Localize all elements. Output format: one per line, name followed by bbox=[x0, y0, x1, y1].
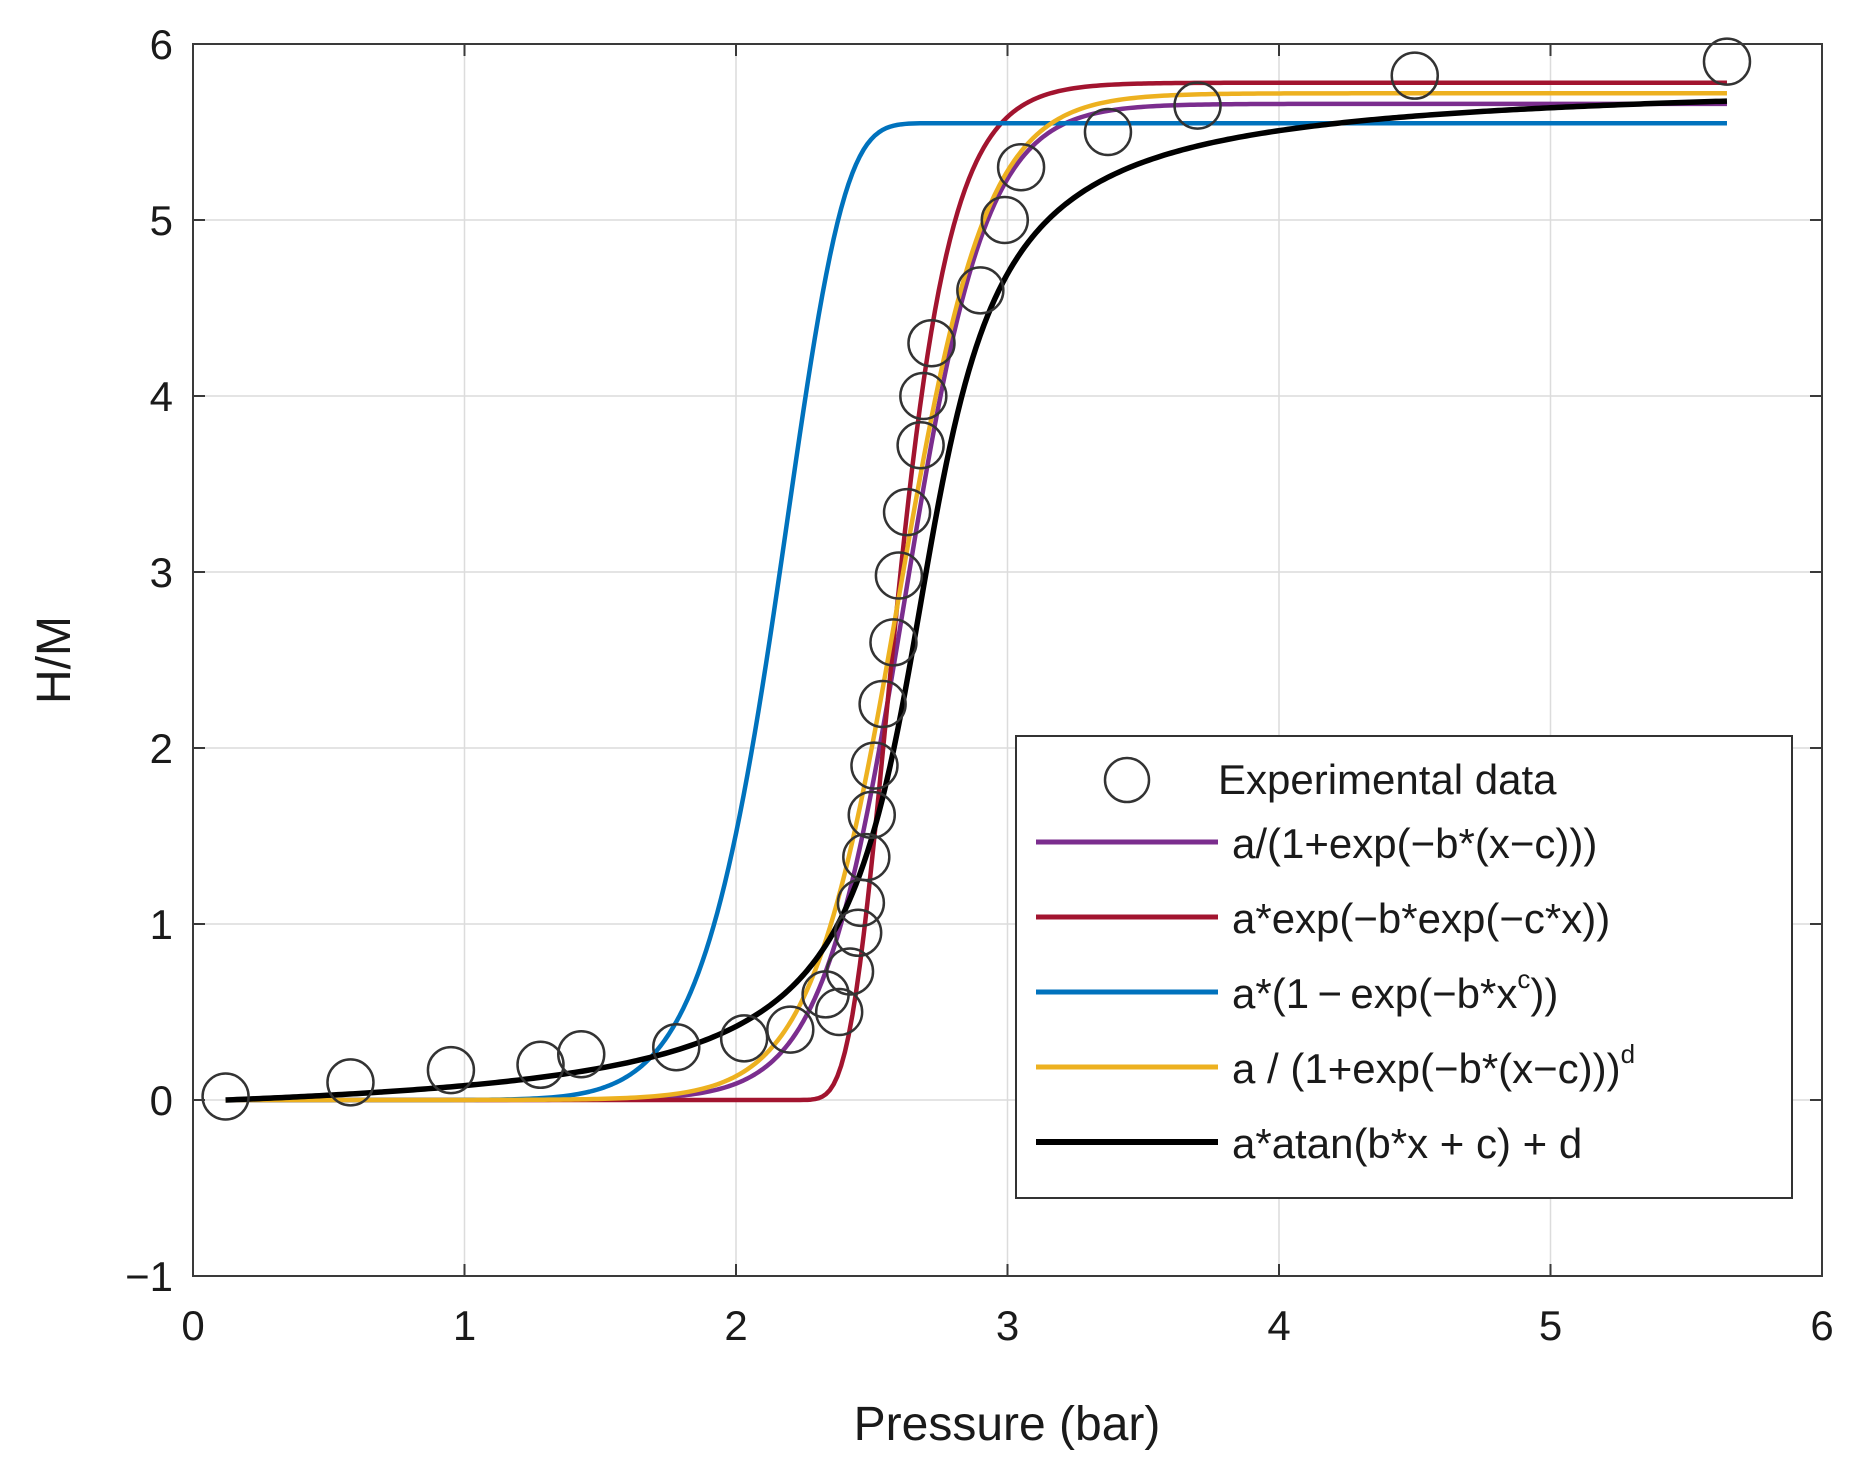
data-point bbox=[874, 551, 924, 600]
legend-marker-experimental bbox=[1103, 756, 1151, 804]
legend-text-part: a*atan(b*x + c) + d bbox=[1232, 1120, 1582, 1167]
x-tick-label: 6 bbox=[1810, 1302, 1833, 1349]
legend-series-entries: a/(1+exp(−b*(x−c))) a*exp(−b*exp(−c*x)) a*… bbox=[1036, 820, 1635, 1167]
legend-text-part: a / (1+exp(−b*(x−c))) bbox=[1232, 1045, 1621, 1092]
data-point bbox=[847, 790, 896, 840]
experimental-markers bbox=[201, 37, 1752, 1121]
data-point bbox=[842, 832, 891, 882]
y-tick-label: 2 bbox=[150, 725, 173, 772]
data-point bbox=[850, 741, 899, 790]
data-point bbox=[1390, 51, 1439, 100]
legend-superscript: c bbox=[1517, 964, 1530, 994]
data-point bbox=[882, 487, 932, 537]
data-point bbox=[996, 142, 1046, 192]
y-tick-label: 0 bbox=[150, 1077, 173, 1124]
data-point bbox=[833, 908, 883, 958]
data-point bbox=[201, 1072, 250, 1121]
data-point bbox=[719, 1014, 769, 1063]
legend-label-arctan: a*atan(b*x + c) + d bbox=[1232, 1120, 1582, 1167]
data-point bbox=[556, 1029, 606, 1079]
x-tick-label: 5 bbox=[1539, 1302, 1562, 1349]
legend-label-weibull: a*(1 − exp(−b*xc)) bbox=[1232, 964, 1558, 1017]
legend-text-part: a*exp(−b*exp(−c*x)) bbox=[1232, 895, 1610, 942]
y-tick-label: 3 bbox=[150, 549, 173, 596]
legend-box bbox=[1015, 735, 1793, 1199]
x-tick-label: 3 bbox=[996, 1302, 1019, 1349]
x-tick-label: 0 bbox=[181, 1302, 204, 1349]
data-point bbox=[516, 1040, 565, 1090]
data-point bbox=[814, 987, 864, 1037]
data-point bbox=[1702, 37, 1752, 86]
data-point bbox=[1083, 107, 1133, 157]
y-tick-label: 1 bbox=[150, 901, 173, 948]
data-point bbox=[869, 618, 918, 667]
x-tick-label: 2 bbox=[724, 1302, 747, 1349]
y-axis-label: H/M bbox=[28, 616, 81, 704]
data-point bbox=[326, 1058, 375, 1107]
legend-label-gompertz: a*exp(−b*exp(−c*x)) bbox=[1232, 895, 1610, 942]
y-tick-label: 5 bbox=[150, 197, 173, 244]
legend: Experimental data a/(1+exp(−b*(x−c))) a*e… bbox=[1015, 735, 1793, 1199]
y-tick-label: 6 bbox=[150, 21, 173, 68]
data-point bbox=[899, 371, 948, 421]
data-point bbox=[652, 1022, 701, 1072]
y-tick-labels: −1 0 1 2 3 4 5 6 bbox=[125, 21, 1822, 1300]
legend-label-logistic: a/(1+exp(−b*(x−c))) bbox=[1232, 820, 1597, 867]
y-tick-label: 4 bbox=[150, 373, 173, 420]
fit-curves bbox=[225, 80, 1728, 1103]
x-tick-label: 1 bbox=[453, 1302, 476, 1349]
data-point bbox=[766, 1005, 815, 1054]
data-point bbox=[980, 195, 1030, 245]
legend-text-part: )) bbox=[1530, 970, 1558, 1017]
legend-label-experimental: Experimental data bbox=[1218, 756, 1557, 803]
x-tick-label: 4 bbox=[1267, 1302, 1290, 1349]
x-tick-labels: 0 1 2 3 4 5 6 bbox=[181, 44, 1834, 1349]
fit-curve-arctan bbox=[225, 98, 1728, 1103]
y-tick-label: −1 bbox=[125, 1253, 173, 1300]
fit-curve-generalized_logistic bbox=[225, 91, 1727, 1103]
legend-superscript: d bbox=[1621, 1039, 1635, 1069]
data-point bbox=[907, 318, 956, 368]
x-axis-label: Pressure (bar) bbox=[854, 1398, 1161, 1451]
legend-text-part: a*(1 − exp(−b*x bbox=[1232, 970, 1517, 1017]
legend-text-part: a/(1+exp(−b*(x−c))) bbox=[1232, 820, 1597, 867]
data-point bbox=[896, 421, 945, 470]
data-point bbox=[825, 947, 875, 996]
data-point bbox=[956, 266, 1005, 315]
legend-label-generalized_logistic: a / (1+exp(−b*(x−c)))d bbox=[1232, 1039, 1635, 1092]
data-point bbox=[858, 679, 907, 729]
data-point bbox=[426, 1045, 476, 1095]
data-point bbox=[1173, 81, 1222, 130]
